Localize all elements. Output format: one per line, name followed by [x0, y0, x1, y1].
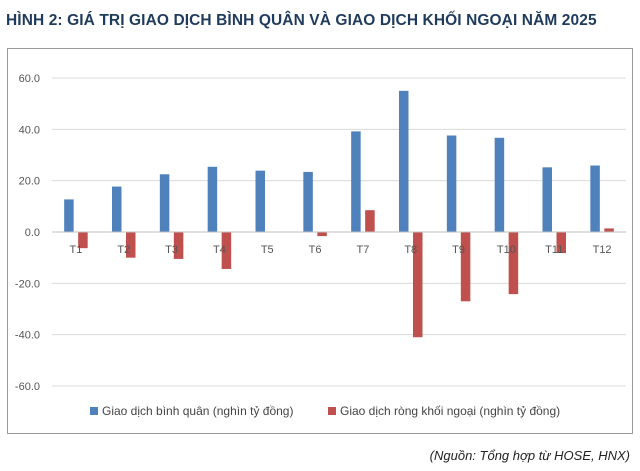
y-tick-label: 40.0	[19, 124, 40, 136]
legend: Giao dịch bình quân (nghìn tỷ đồng) Giao …	[90, 404, 560, 418]
chart-frame: 60.0 40.0 20.0 0.0 -20.0 -40.0 -60.0 T1 T2 T3 T4 T5…	[7, 48, 633, 434]
x-tick-label: T3	[165, 244, 178, 256]
bar-khoi-ngoai	[413, 232, 423, 338]
bar-binh-quan	[446, 135, 457, 232]
bar-khoi-ngoai	[460, 232, 471, 302]
bar-binh-quan	[590, 165, 600, 232]
y-tick-label: -20.0	[15, 278, 40, 290]
bar-binh-quan	[159, 174, 170, 232]
legend-swatch	[328, 407, 336, 415]
y-tick-label: 60.0	[19, 73, 40, 85]
bar-khoi-ngoai	[126, 232, 136, 258]
x-tick-label: T1	[69, 244, 82, 256]
bar-binh-quan	[112, 186, 122, 232]
legend-swatch	[90, 407, 98, 415]
bar-binh-quan	[303, 171, 313, 232]
bar-khoi-ngoai	[556, 232, 566, 254]
bar-binh-quan	[494, 137, 505, 232]
axes: 60.0 40.0 20.0 0.0 -20.0 -40.0 -60.0 T1 T2 T3 T4 T5…	[15, 73, 626, 393]
bar-binh-quan	[399, 90, 409, 232]
bar-binh-quan	[255, 170, 265, 232]
x-tick-label: T7	[356, 244, 369, 256]
bar-khoi-ngoai	[604, 228, 614, 232]
bar-khoi-ngoai	[221, 232, 232, 269]
x-tick-label: T12	[593, 244, 612, 256]
bar-binh-quan	[207, 166, 218, 232]
y-tick-label: 0.0	[25, 227, 40, 239]
legend-label: Giao dịch ròng khối ngoại (nghìn tỷ đồng…	[340, 404, 560, 418]
source-note: (Nguồn: Tổng hợp từ HOSE, HNX)	[429, 448, 630, 463]
bar-khoi-ngoai	[78, 232, 88, 249]
bar-khoi-ngoai	[508, 232, 519, 295]
bar-binh-quan	[542, 167, 552, 232]
x-tick-label: T6	[309, 244, 322, 256]
bar-khoi-ngoai	[365, 210, 375, 232]
x-tick-label: T2	[117, 244, 130, 256]
x-tick-label: T4	[213, 244, 226, 256]
legend-label: Giao dịch bình quân (nghìn tỷ đồng)	[102, 404, 293, 418]
x-tick-label: T10	[497, 244, 516, 256]
bars	[64, 90, 614, 338]
bar-chart: 60.0 40.0 20.0 0.0 -20.0 -40.0 -60.0 T1 T2 T3 T4 T5…	[15, 73, 626, 418]
x-tick-label: T9	[452, 244, 465, 256]
y-tick-label: -60.0	[15, 381, 40, 393]
y-tick-label: -40.0	[15, 330, 40, 342]
x-tick-label: T8	[404, 244, 417, 256]
bar-binh-quan	[351, 131, 361, 232]
bar-binh-quan	[64, 199, 74, 232]
y-tick-label: 20.0	[19, 176, 40, 188]
bar-khoi-ngoai	[317, 232, 327, 237]
x-tick-label: T5	[261, 244, 274, 256]
figure-title: HÌNH 2: GIÁ TRỊ GIAO DỊCH BÌNH QUÂN VÀ G…	[6, 12, 597, 29]
x-tick-label: T11	[545, 244, 563, 256]
bar-khoi-ngoai	[173, 232, 184, 259]
